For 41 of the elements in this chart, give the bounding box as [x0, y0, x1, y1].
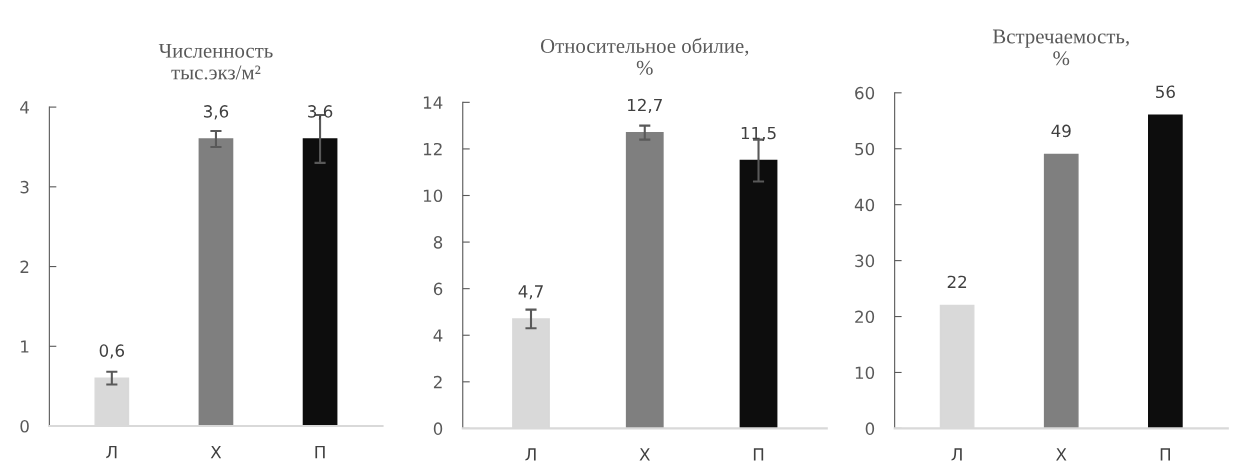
data-label: 0,6 — [99, 344, 125, 359]
x-tick-label: П — [1160, 448, 1170, 461]
y-tick-label: 10 — [855, 366, 875, 380]
y-tick-label: 0 — [865, 422, 875, 435]
y-tick-label: 0 — [20, 419, 29, 433]
y-tick-label: 4 — [20, 101, 29, 114]
y-tick-label: 50 — [855, 142, 875, 156]
data-label: 12,7 — [628, 98, 662, 114]
y-tick-label: 2 — [20, 260, 29, 273]
y-tick-label: 2 — [433, 375, 442, 389]
chart-title: Встречаемость, % — [992, 29, 1129, 66]
y-tick-label: 40 — [854, 198, 875, 212]
y-tick-label: 30 — [855, 254, 875, 268]
y-tick-label: 20 — [855, 310, 875, 324]
x-tick-label: П — [315, 445, 325, 459]
data-label: 11,5 — [741, 126, 776, 141]
y-tick-label: 0 — [433, 422, 443, 435]
y-tick-label: 4 — [433, 329, 443, 342]
y-tick-label: 14 — [423, 96, 443, 109]
x-tick-label: Х — [210, 445, 222, 459]
data-label: 49 — [1051, 124, 1071, 138]
x-tick-label: Л — [951, 448, 962, 461]
x-tick-label: Х — [639, 448, 650, 461]
y-tick-label: 12 — [423, 142, 442, 156]
y-tick-label: 6 — [433, 282, 443, 296]
data-label: 4,7 — [518, 285, 543, 300]
x-tick-label: Л — [106, 445, 117, 459]
data-label: 3,6 — [203, 105, 229, 120]
y-tick-label: 8 — [433, 236, 443, 249]
y-tick-label: 1 — [21, 340, 29, 353]
chart-title: Относительное обилие, % — [540, 37, 749, 75]
y-tick-label: 60 — [855, 86, 875, 100]
data-label: 22 — [947, 275, 967, 288]
chart-title: Численность тыс.экз/м² — [158, 43, 273, 80]
x-tick-label: Х — [1056, 448, 1067, 461]
x-tick-label: П — [753, 448, 764, 461]
y-tick-label: 3 — [20, 180, 29, 194]
y-tick-label: 10 — [423, 189, 443, 203]
data-label: 56 — [1156, 85, 1175, 99]
x-tick-label: Л — [525, 448, 536, 461]
data-label: 3,6 — [308, 105, 333, 120]
